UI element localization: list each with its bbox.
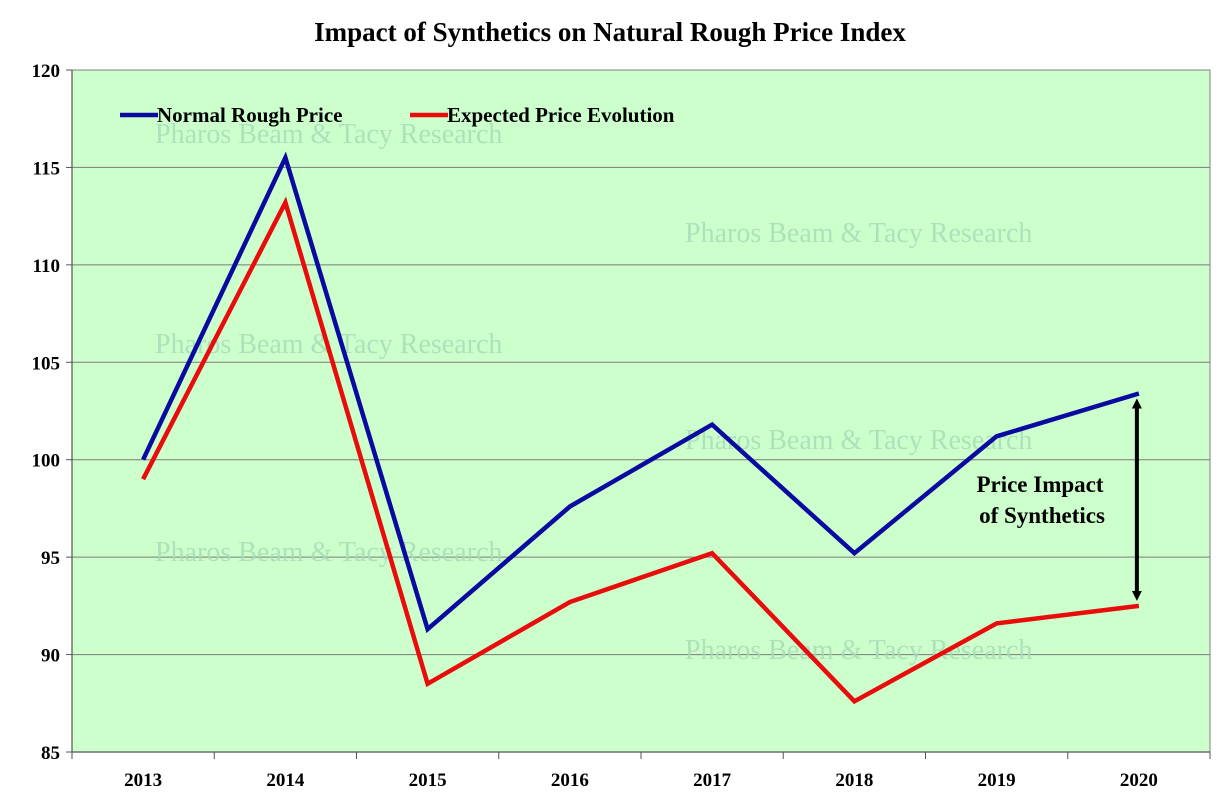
- price-impact-annotation: Price Impact of Synthetics: [976, 398, 1142, 601]
- series-line-2: [141, 196, 1140, 705]
- annotation-line-2: of Synthetics: [979, 503, 1105, 528]
- plot-area: [71, 69, 1211, 753]
- watermark-text: Pharos Beam & Tacy Research: [155, 119, 502, 150]
- series-line-1: [141, 151, 1140, 634]
- x-tick-label: 2020: [1120, 770, 1158, 791]
- watermark-text: Pharos Beam & Tacy Research: [685, 635, 1032, 666]
- x-tick-label: 2015: [409, 770, 447, 791]
- x-tick-label: 2017: [693, 770, 732, 791]
- watermark-text: Pharos Beam & Tacy Research: [685, 218, 1032, 249]
- x-tick-label: 2014: [266, 770, 305, 791]
- x-tick-label: 2013: [124, 770, 162, 791]
- annotation-line-1: Price Impact: [976, 472, 1103, 497]
- y-tick-label: 90: [41, 646, 60, 667]
- legend: Normal Rough Price Expected Price Evoluti…: [120, 103, 675, 127]
- y-tick-label: 100: [32, 451, 61, 472]
- y-tick-label: 115: [33, 158, 60, 179]
- legend-label-2: Expected Price Evolution: [447, 103, 675, 127]
- y-tick-label: 120: [32, 61, 61, 82]
- y-tick-label: 95: [41, 548, 60, 569]
- y-tick-label: 85: [41, 743, 60, 764]
- x-tick-label: 2019: [978, 770, 1016, 791]
- gridlines: [72, 166, 1210, 656]
- watermark-text: Pharos Beam & Tacy Research: [155, 537, 502, 568]
- x-tick-label: 2018: [835, 770, 873, 791]
- chart-title: Impact of Synthetics on Natural Rough Pr…: [314, 17, 906, 47]
- axes: 85 90 95 100 105 110 115 120 2013 2014 2015 2016 201…: [32, 61, 1211, 791]
- legend-label-1: Normal Rough Price: [157, 103, 342, 127]
- y-tick-label: 105: [32, 353, 61, 374]
- x-tick-label: 2016: [551, 770, 589, 791]
- series-lines: [141, 151, 1140, 705]
- y-tick-label: 110: [33, 256, 60, 277]
